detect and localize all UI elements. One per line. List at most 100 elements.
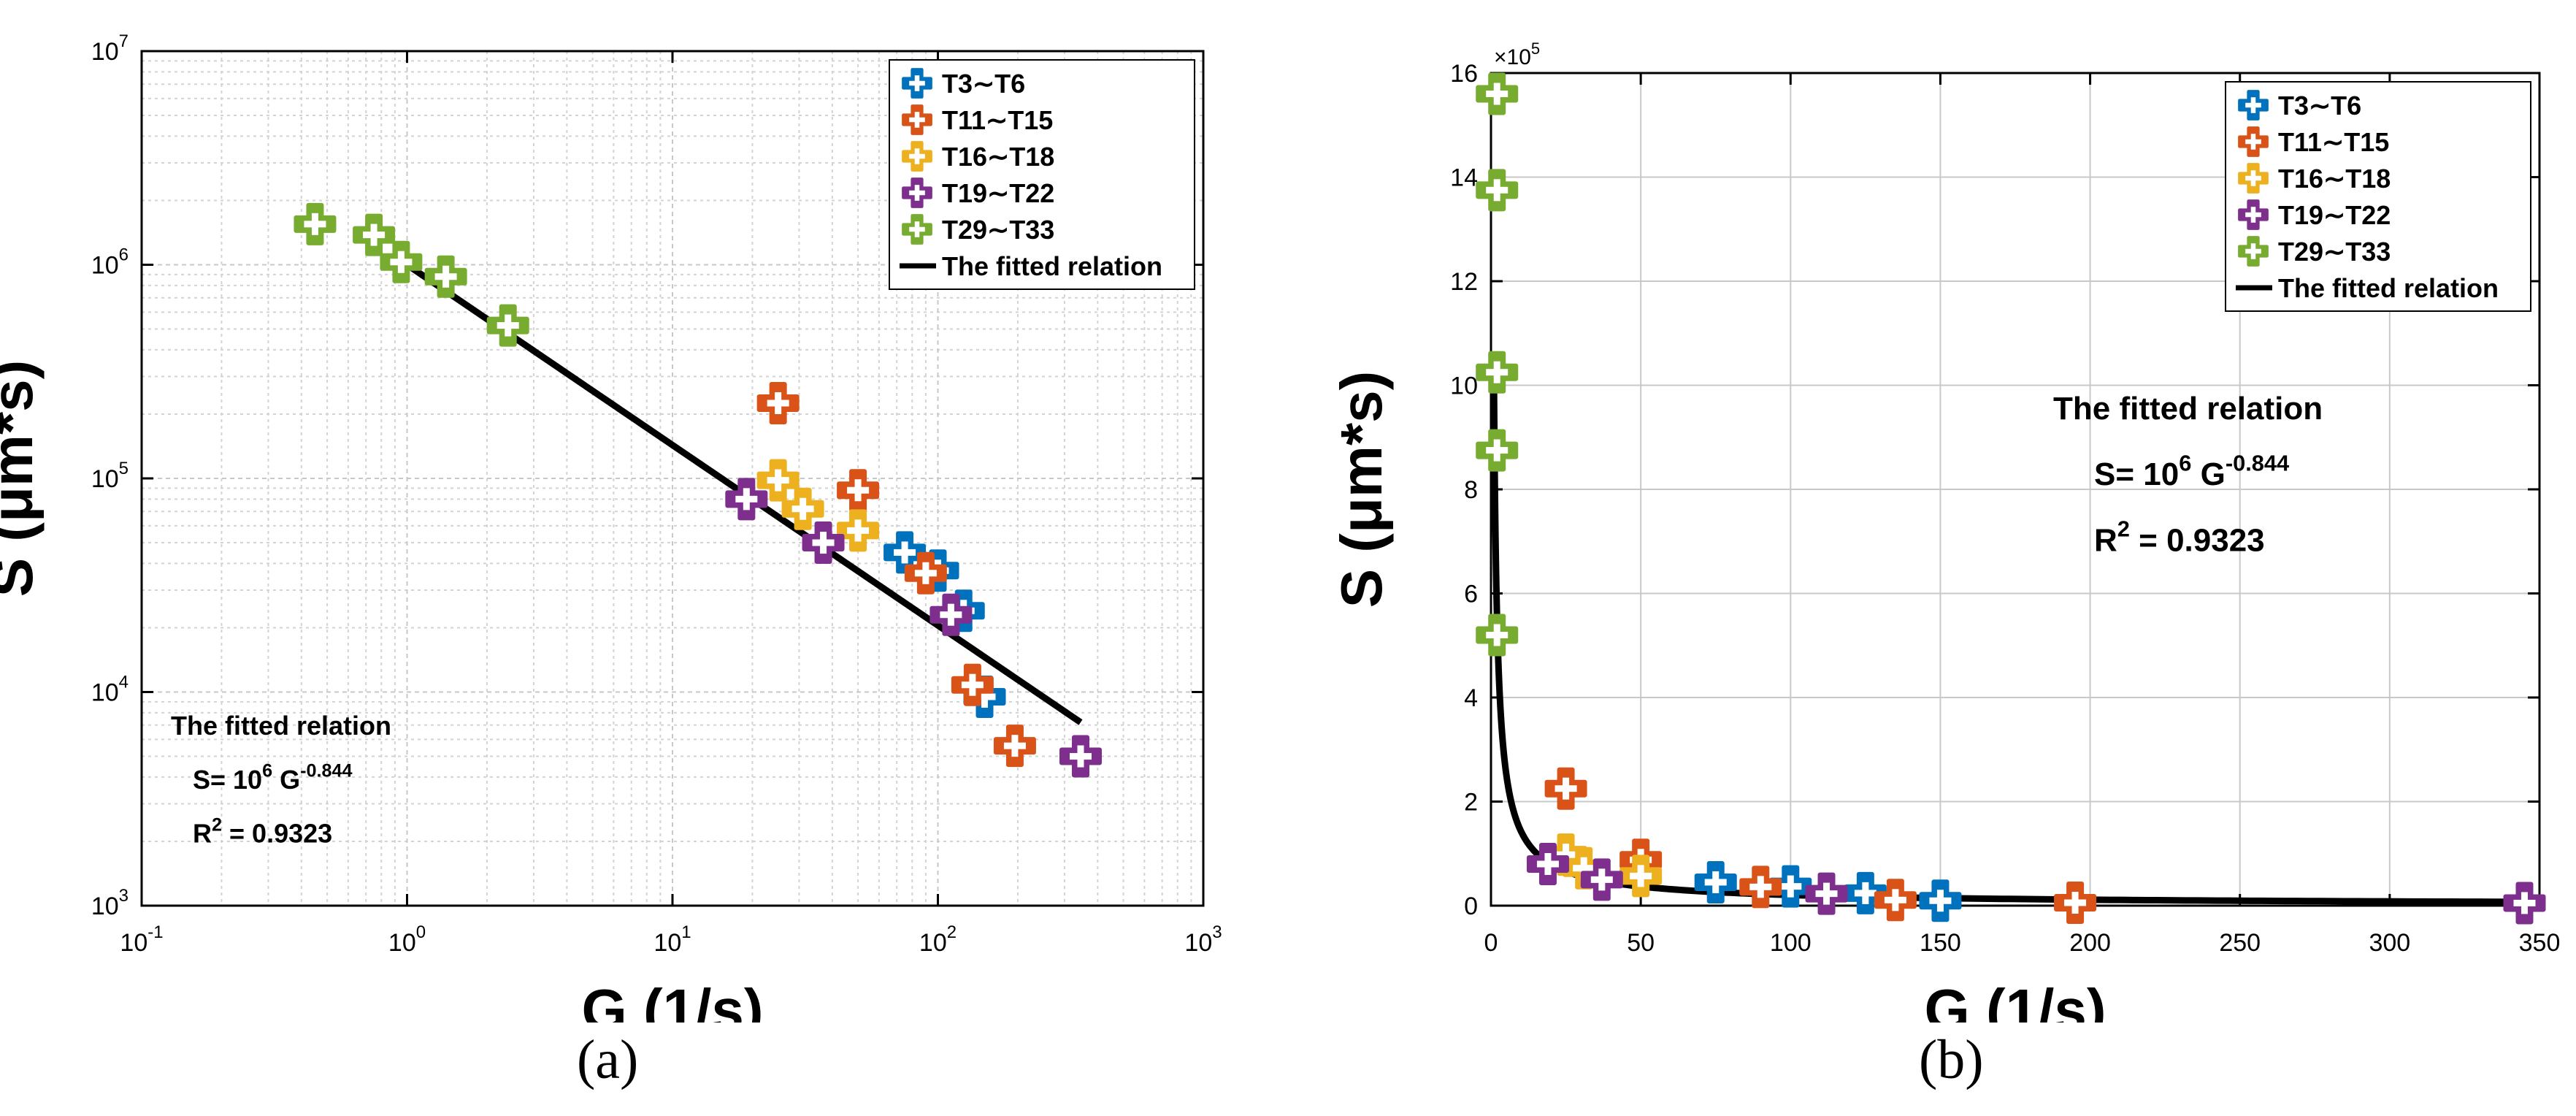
data-point-t29t33 [1476,169,1519,212]
legend-box [2225,81,2531,312]
y-tick-label: 105 [91,459,129,493]
legend-label: T29∼T33 [2278,237,2391,267]
y-tick-label: 4 [1464,684,1478,712]
tick-labels: 10-1 100 101 102 103 103 104 105 106 107 [91,31,1222,957]
annotation-title: The fitted relation [2053,391,2323,427]
data-point-t3t6 [1919,879,1962,922]
data-points [294,202,1102,778]
data-point-t11t15 [993,725,1036,768]
legend-marker-t29t33 [2238,236,2269,267]
annotation-r2: R2 = 0.9323 [2094,516,2265,559]
legend-label: T11∼T15 [942,105,1053,135]
legend-marker [2238,163,2269,194]
x-tick-label: 300 [2369,929,2410,957]
data-point-t29t33 [1476,614,1519,657]
legend-marker-t3t6 [902,68,932,99]
annotation-equation: S= 106 G-0.844 [2094,450,2289,492]
y-tick-label: 10 [1450,372,1478,400]
data-point-t3t6 [1694,860,1737,903]
x-tick-label: 200 [2069,929,2111,957]
data-point-t19t22 [725,478,768,521]
legend-marker-t11t15 [902,104,932,135]
data-point-t29t33 [353,213,396,256]
x-tick-label: 50 [1627,929,1655,957]
legend-label: T16∼T18 [2278,164,2391,194]
legend-marker-t29t33 [902,214,932,245]
data-point-t11t15 [837,469,880,512]
annotation-title: The fitted relation [171,711,391,741]
legend-marker [2238,90,2269,121]
data-point-t29t33 [424,255,467,298]
y-tick-label: 8 [1464,476,1478,504]
legend-label: T29∼T33 [942,215,1054,245]
data-point-t16t18 [837,509,880,552]
chart-b: 0 50 100 150 200 250 300 350 0 2 4 6 8 10 12 14 16 ×105 G … [1329,39,2560,1023]
y-tick-label: 107 [91,31,129,66]
legend-label: T19∼T22 [2278,200,2391,230]
legend-label: T19∼T22 [942,178,1054,208]
y-tick-label: 12 [1450,268,1478,296]
y-tick-label: 0 [1464,893,1478,920]
data-point-t19t22 [929,593,973,636]
ticks [140,50,1205,907]
legend-marker-t19t22 [2238,199,2269,230]
data-point-t11t15 [1874,879,1917,922]
y-tick-label: 16 [1450,60,1478,88]
data-point-t11t15 [1544,767,1587,810]
x-tick-label: 100 [1770,929,1812,957]
legend: T3∼T6 T11∼T15 T16∼T18 T19∼T22 T29∼T33 The fit… [2225,81,2531,312]
y-multiplier: ×105 [1494,39,1540,69]
data-point-t29t33 [1476,351,1519,394]
y-tick-label: 103 [91,886,129,920]
legend-label: The fitted relation [942,251,1162,281]
legend-marker [902,141,932,172]
legend-marker-t16t18 [2238,163,2269,194]
legend: T3∼T6 T11∼T15 T16∼T18 T19∼T22 T29∼T33 The fit… [889,59,1195,290]
data-point-t16t18 [756,459,800,502]
data-point-t19t22 [1805,872,1848,915]
fit-annotation: The fitted relation S= 106 G-0.844 R2 = 0.… [171,711,391,849]
legend-marker-t3t6 [2238,90,2269,121]
x-tick-label: 101 [653,922,691,957]
legend-marker [902,177,932,208]
chart-a: 10-1 100 101 102 103 103 104 105 106 107 G (1/s) S … [0,31,1222,1023]
legend-label: T11∼T15 [2278,127,2389,157]
y-axis-label: S (μm*s) [0,360,45,597]
x-tick-label: 0 [1484,929,1498,957]
legend-label: T3∼T6 [942,69,1025,99]
legend-marker [902,104,932,135]
data-point-t11t15 [2054,882,2097,925]
y-tick-label: 14 [1450,164,1478,192]
legend-label: The fitted relation [2278,273,2499,303]
x-tick-label: 100 [388,922,426,957]
legend-marker [902,214,932,245]
annotation-equation: S= 106 G-0.844 [193,761,353,795]
x-tick-label: 150 [1920,929,1961,957]
data-point-t11t15 [951,663,994,706]
tick-labels: 0 50 100 150 200 250 300 350 0 2 4 6 8 10 12 14 16 [1450,60,2560,957]
data-point-t19t22 [1059,735,1102,778]
annotation-r2: R2 = 0.9323 [193,814,332,848]
x-axis-label: G (1/s) [1925,977,2107,1023]
x-tick-label: 103 [1184,922,1222,957]
x-tick-label: 10-1 [120,922,163,957]
legend-marker [2238,199,2269,230]
data-point-t16t18 [781,487,824,530]
legend-label: T3∼T6 [2278,91,2361,121]
legend-marker [2238,126,2269,157]
legend-marker [2238,236,2269,267]
legend-marker [902,68,932,99]
legend-marker-t11t15 [2238,126,2269,157]
data-point-t29t33 [1476,429,1519,472]
y-tick-label: 106 [91,245,129,280]
data-point-t11t15 [756,381,800,424]
x-tick-label: 250 [2219,929,2261,957]
data-point-t29t33 [1476,72,1519,115]
legend-box [889,59,1195,290]
legend-label: T16∼T18 [942,142,1054,172]
x-axis-label: G (1/s) [582,977,764,1023]
y-tick-label: 6 [1464,581,1478,608]
data-point-t19t22 [802,521,845,565]
data-point-t29t33 [486,304,529,347]
y-axis-label: S (μm*s) [1329,371,1394,608]
